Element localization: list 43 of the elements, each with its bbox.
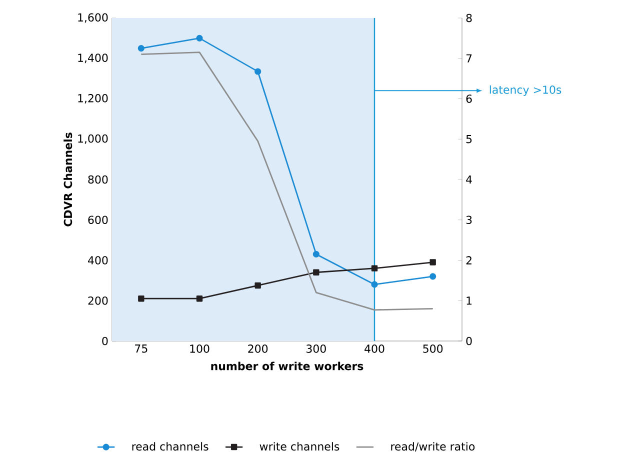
point (313, 269, 320, 276)
point (254, 68, 262, 75)
y-tick-label: 1,200 (78, 94, 108, 104)
y-tick-label: 600 (88, 216, 108, 224)
line-series (140, 52, 434, 311)
y2-tick-label: 7 (466, 54, 472, 62)
legend-label: write channels (260, 442, 340, 451)
y2-tick-label: 1 (466, 296, 472, 305)
x-tick-label: 75 (135, 344, 148, 353)
y-tick-label: 200 (88, 296, 108, 305)
x-tick-label: 200 (248, 344, 268, 353)
y-tick-label: 0 (102, 336, 108, 346)
x-tick-label: 500 (423, 344, 443, 353)
y-tick-label: 1,600 (78, 13, 108, 23)
x-tick-label: 100 (190, 344, 210, 353)
x-tick-label: 300 (306, 344, 326, 353)
legend-label: read channels (132, 442, 208, 451)
x-tick-label: 400 (364, 344, 384, 353)
point (430, 273, 436, 280)
y-axis-title: CDVR Channels (64, 132, 72, 226)
point (196, 34, 203, 42)
y2-tick-label: 8 (466, 14, 472, 22)
y2-tick-label: 6 (466, 94, 472, 103)
ref-line-label: latency >10s (490, 85, 562, 96)
y-tick-label: 1,000 (78, 134, 108, 144)
point (196, 296, 203, 302)
point (138, 44, 144, 52)
y2-tick-label: 0 (466, 336, 472, 346)
y2-tick-label: 5 (466, 135, 472, 144)
point (371, 281, 378, 288)
y-tick-label: 1,400 (78, 54, 108, 64)
point (430, 259, 436, 266)
legend-label: read/write ratio (391, 442, 475, 452)
y2-tick-label: 4 (466, 175, 472, 184)
y2-tick-label: 3 (466, 216, 472, 224)
y2-tick-label: 2 (466, 256, 472, 264)
y-tick-label: 800 (88, 175, 108, 184)
point (138, 296, 144, 302)
x-axis-title: number of write workers (211, 362, 364, 370)
y-tick-label: 400 (88, 256, 108, 264)
point (371, 265, 378, 272)
point (254, 282, 261, 289)
point (312, 250, 320, 258)
